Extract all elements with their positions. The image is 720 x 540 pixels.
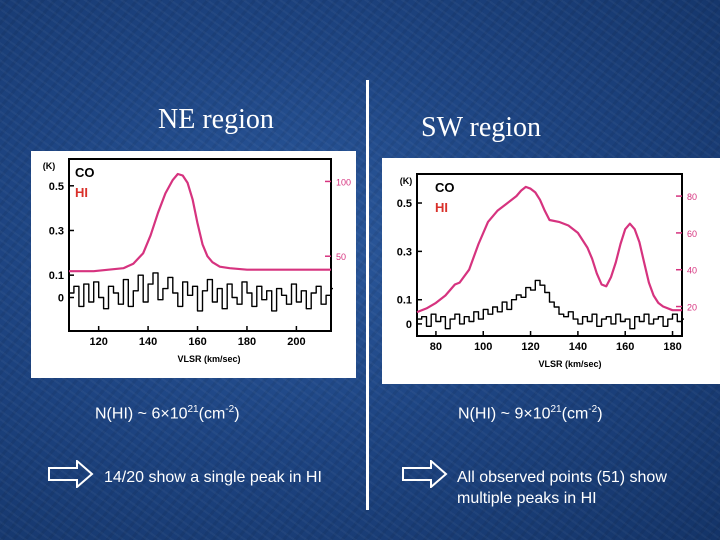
ne-x-tick-label: 120: [89, 336, 107, 348]
sw-y-tick-label: 0.3: [397, 246, 412, 258]
sw-x-tick-label: 140: [569, 341, 587, 353]
ne-y-unit-label: (K): [43, 161, 56, 171]
sw-y-tick-label: 0: [406, 319, 412, 331]
sw-legend-hi: HI: [435, 200, 448, 215]
ne-nhi-unit-exponent: -2: [225, 404, 235, 415]
ne-y-tick-label: 0: [58, 292, 64, 304]
ne-x-tick-label: 200: [287, 336, 305, 348]
sw-right-tick-label: 80: [687, 192, 697, 202]
ne-legend-hi: HI: [75, 185, 88, 200]
ne-nhi-value: 6×10: [151, 405, 188, 423]
ne-legend-co: CO: [75, 165, 95, 180]
ne-x-axis-label: VLSR (km/sec): [177, 354, 240, 364]
sw-right-tick-label: 20: [687, 303, 697, 313]
sw-y-unit-label: (K): [400, 176, 413, 186]
ne-chart-svg: 0.5 0.3 0.1 0 (K) 100 50 120 140 160 180 200 VLSR (k…: [43, 158, 351, 364]
sw-x-tick-label: 180: [663, 341, 681, 353]
sw-nhi-exponent: 21: [550, 404, 562, 415]
ne-x-tick-label: 180: [238, 336, 256, 348]
ne-y-tick-label: 0.3: [49, 225, 64, 237]
sw-y-tick-label: 0.5: [397, 198, 412, 210]
sw-x-tick-label: 100: [474, 341, 492, 353]
sw-arrow-icon: [402, 458, 448, 493]
column-divider: [366, 80, 369, 510]
ne-plot-frame: [68, 158, 332, 332]
sw-nhi-unit: (cm: [561, 405, 589, 423]
sw-series-hi-line: [416, 185, 682, 314]
ne-y-tick-label: 0.1: [49, 270, 64, 282]
sw-nhi-value: 9×10: [514, 405, 551, 423]
sw-chart-svg: 0.5 0.3 0.1 0 (K) 80 60 40 20 80 100 120 140 160 180 VL…: [397, 173, 697, 369]
ne-x-tick-label: 140: [139, 336, 157, 348]
ne-x-tick-label: 160: [188, 336, 206, 348]
sw-x-axis-label: VLSR (km/sec): [538, 359, 601, 369]
sw-finding-text: All observed points (51) show multiple p…: [457, 469, 667, 507]
ne-right-tick-label: 50: [336, 252, 346, 262]
ne-right-tick-label: 100: [336, 177, 351, 187]
ne-region-title: NE region: [158, 104, 274, 135]
ne-nhi-unit: (cm: [198, 405, 226, 423]
ne-column-density: N(HI) ~ 6×1021(cm-2): [95, 404, 240, 423]
ne-y-tick-label: 0.5: [49, 181, 64, 193]
ne-series-co-line: [69, 272, 333, 312]
ne-nhi-unit-close: ): [234, 405, 240, 423]
sw-plot-frame: [416, 173, 683, 337]
sw-region-title: SW region: [421, 112, 542, 143]
sw-legend-co: CO: [435, 180, 455, 195]
sw-x-tick-label: 80: [430, 341, 442, 353]
ne-series-hi-line: [69, 172, 331, 273]
ne-nhi-prefix: N(HI) ~: [95, 405, 152, 423]
ne-spectrum-chart: 0.5 0.3 0.1 0 (K) 100 50 120 140 160 180 200 VLSR (k…: [31, 151, 356, 378]
sw-spectrum-chart: 0.5 0.3 0.1 0 (K) 80 60 40 20 80 100 120 140 160 180 VL…: [382, 158, 720, 384]
sw-nhi-unit-exponent: -2: [588, 404, 598, 415]
sw-x-tick-label: 160: [616, 341, 634, 353]
sw-column-density: N(HI) ~ 9×1021(cm-2): [458, 404, 603, 423]
sw-x-tick-label: 120: [521, 341, 539, 353]
sw-right-tick-label: 40: [687, 266, 697, 276]
sw-nhi-unit-close: ): [597, 405, 603, 423]
sw-y-tick-label: 0.1: [397, 295, 412, 307]
sw-nhi-prefix: N(HI) ~: [458, 405, 515, 423]
ne-finding-text: 14/20 show a single peak in HI: [104, 469, 322, 486]
sw-series-co-line: [417, 279, 684, 330]
ne-nhi-exponent: 21: [187, 404, 199, 415]
sw-right-tick-label: 60: [687, 229, 697, 239]
ne-arrow-icon: [48, 458, 94, 493]
